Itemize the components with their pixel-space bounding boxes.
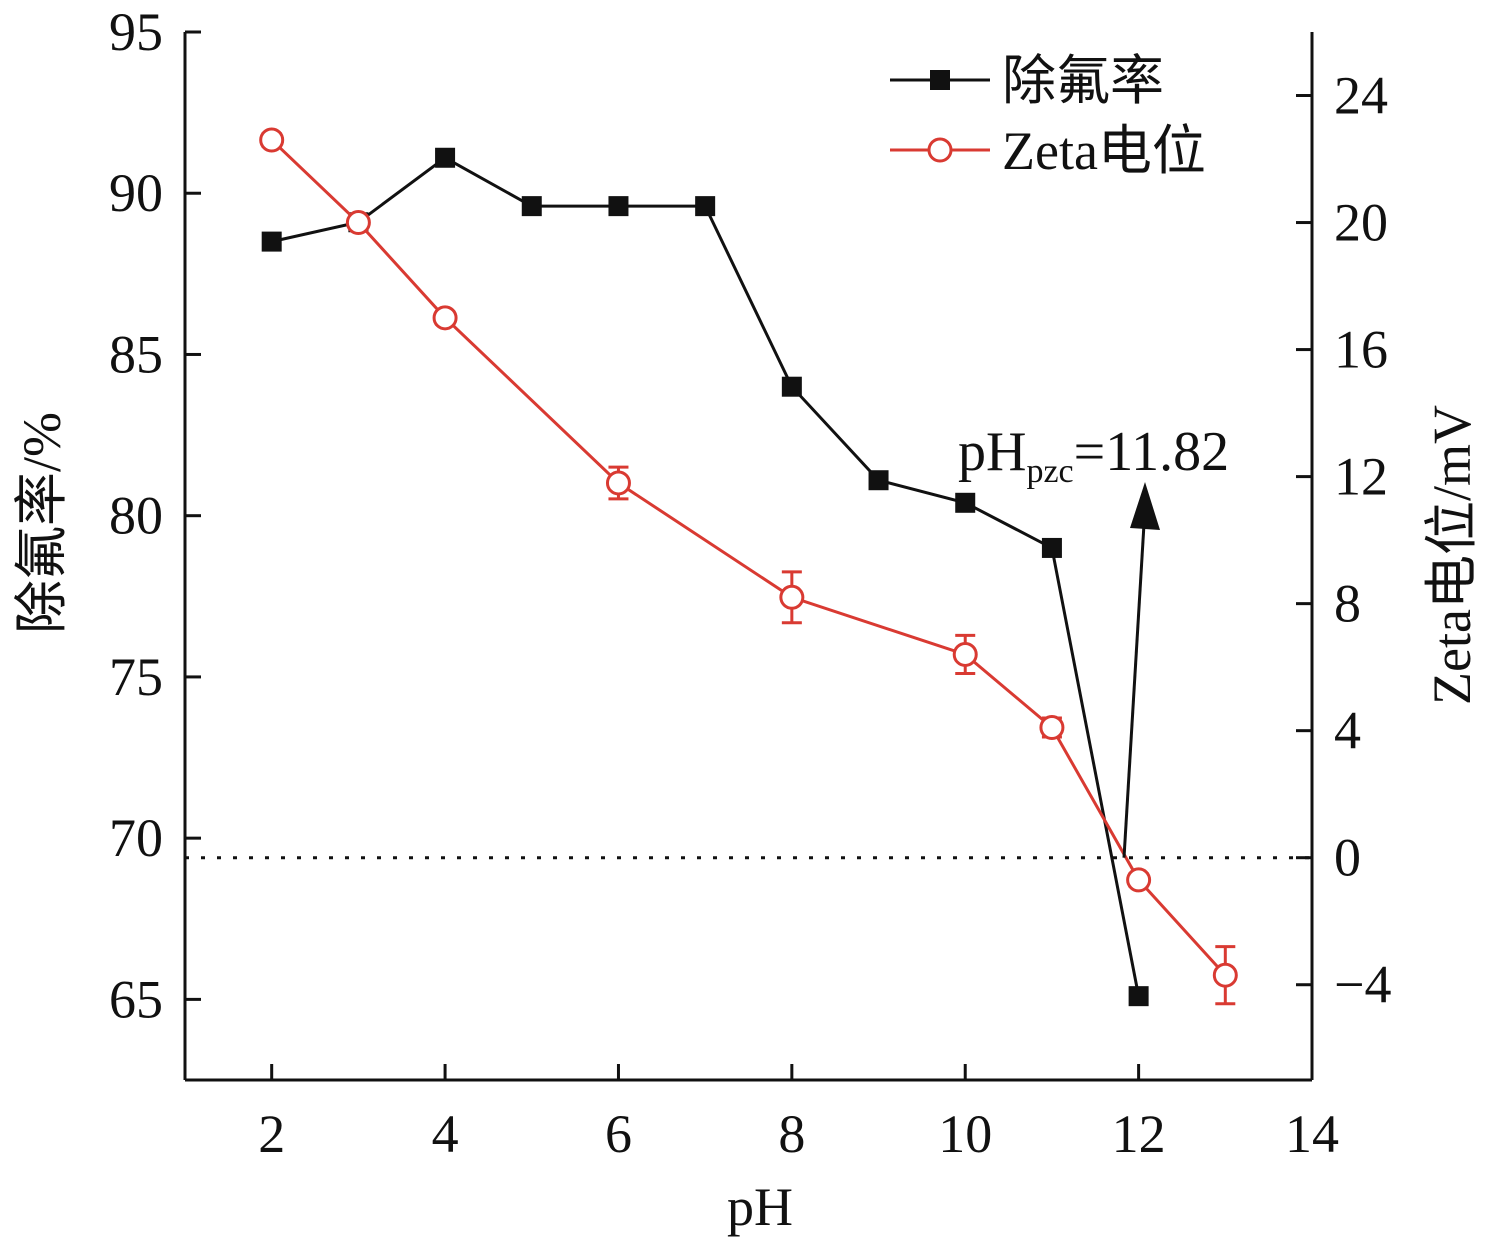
data-point-circle <box>1212 962 1238 988</box>
annotation-arrow-head <box>1130 482 1160 530</box>
data-point-circle <box>779 584 805 610</box>
data-point-circle <box>432 305 458 331</box>
annotation-arrow-shaft <box>1122 523 1146 858</box>
left-y-tick-label: 95 <box>109 2 163 62</box>
x-tick-label: 4 <box>432 1104 459 1164</box>
left-y-tick-label: 80 <box>109 486 163 546</box>
series-line <box>271 155 1141 997</box>
left-y-tick-label: 65 <box>109 969 163 1029</box>
data-point-square <box>955 492 976 513</box>
data-point-square <box>261 231 282 252</box>
x-axis-title: pH <box>727 1177 793 1237</box>
data-point-circle <box>605 470 631 496</box>
right-y-tick-label: 16 <box>1334 320 1388 380</box>
annotation-layer: pHpzc=11.82 <box>958 421 1229 858</box>
right-y-tick-label: 0 <box>1334 828 1361 888</box>
series-layer <box>259 127 1238 1007</box>
right-y-axis-title: Zeta电位/mV <box>1422 405 1482 705</box>
data-point-circle <box>259 127 285 153</box>
data-point-circle <box>1039 714 1065 740</box>
legend-label: 除氟率 <box>1002 51 1164 111</box>
left-y-tick-label: 75 <box>109 647 163 707</box>
data-point-circle <box>345 210 371 236</box>
x-tick-label: 12 <box>1112 1104 1166 1164</box>
data-point-circle <box>1126 867 1152 893</box>
left-y-tick-label: 85 <box>109 324 163 384</box>
legend-marker-circle <box>927 137 953 163</box>
data-point-square <box>695 196 716 217</box>
annotation-label: pHpzc=11.82 <box>958 421 1229 490</box>
right-y-tick-label: 4 <box>1334 701 1361 761</box>
data-point-square <box>1041 537 1062 558</box>
right-y-tick-label: 8 <box>1334 574 1361 634</box>
x-tick-label: 10 <box>938 1104 992 1164</box>
x-tick-label: 2 <box>258 1104 285 1164</box>
left-y-tick-label: 70 <box>109 808 163 868</box>
annotation-main: pH <box>958 421 1026 483</box>
x-tick-label: 6 <box>605 1104 632 1164</box>
data-point-square <box>608 196 629 217</box>
legend-label: Zeta电位 <box>1002 121 1206 181</box>
right-y-tick-label: −4 <box>1334 955 1391 1015</box>
data-point-square <box>521 196 542 217</box>
left-y-axis-title: 除氟率/% <box>12 412 72 634</box>
x-tick-label: 8 <box>778 1104 805 1164</box>
x-tick-label: 14 <box>1285 1104 1339 1164</box>
left-y-tick-label: 90 <box>109 163 163 223</box>
legend-marker-square <box>930 70 950 90</box>
right-y-tick-label: 24 <box>1334 66 1388 126</box>
annotation-subscript: pzc <box>1026 453 1073 490</box>
series-line <box>270 138 1227 977</box>
data-point-square <box>868 470 889 491</box>
right-y-tick-label: 20 <box>1334 193 1388 253</box>
data-point-circle <box>952 641 978 667</box>
data-point-square <box>1128 986 1149 1007</box>
data-point-square <box>435 147 456 168</box>
legend: 除氟率 Zeta电位 <box>890 51 1206 181</box>
annotation-value: =11.82 <box>1074 421 1230 483</box>
data-point-square <box>781 376 802 397</box>
right-y-tick-label: 12 <box>1334 447 1388 507</box>
